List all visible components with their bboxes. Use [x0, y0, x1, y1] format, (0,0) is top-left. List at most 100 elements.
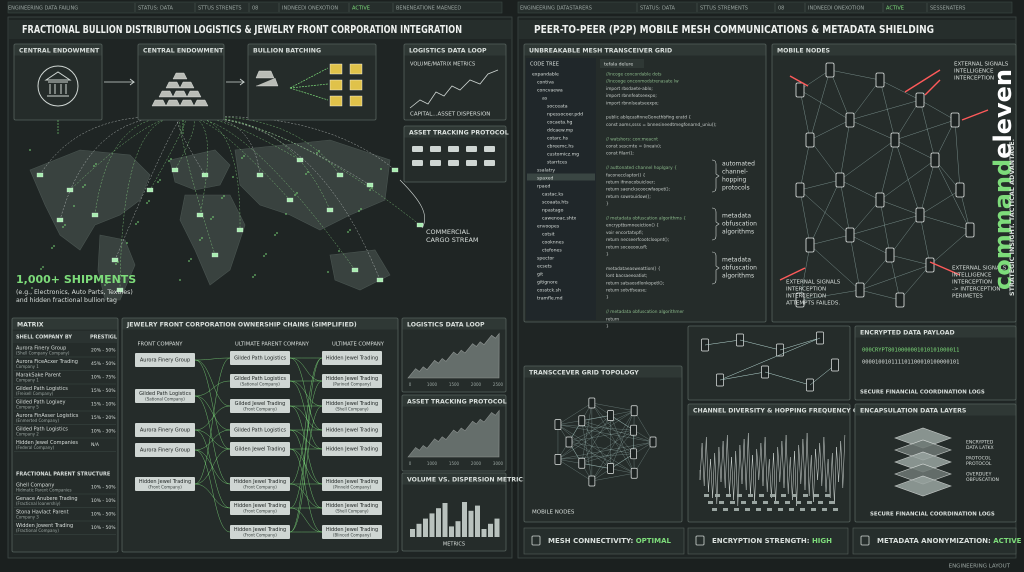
gold-bar: [172, 72, 188, 80]
mesh-link: [557, 441, 654, 460]
batch-bars: [255, 70, 279, 87]
gold-bar: [165, 99, 181, 107]
company-name: Hidden Jewel Trading: [326, 447, 378, 453]
company-name: Gilded Path Logistics: [16, 386, 68, 392]
code-annotation: obfuscation: [722, 265, 757, 272]
container-icon: [256, 172, 264, 178]
cargo-route: [182, 116, 241, 231]
layers-caption: SECURE FINANCIAL COORDINATION LOGS: [870, 512, 995, 518]
bar: [442, 503, 448, 537]
phone-node: [915, 92, 925, 108]
status-bar: [517, 1, 1013, 14]
axis-label: METRICS: [443, 542, 465, 548]
stake-range: 45% - 50%: [91, 361, 116, 367]
phone-node: [890, 132, 900, 148]
hop-block: [774, 501, 779, 504]
alert-label: INTELLIGENCE: [954, 69, 994, 75]
continent: [169, 149, 231, 191]
mesh-link: [568, 410, 635, 443]
ownership-link: [194, 429, 231, 450]
map-dot: [294, 194, 296, 196]
mesh-link: [829, 69, 851, 121]
mesh-link: [894, 139, 936, 161]
status-part: ACTIVE: [993, 537, 1021, 545]
hop-block: [814, 494, 819, 497]
code-line: // auttonated channel hoplgary {: [606, 165, 677, 171]
tick-label: 1000: [427, 382, 438, 387]
code-line: return saenckscoocwfaopet();: [606, 187, 670, 193]
panel-title: ENCAPSULATION DATA LAYERS: [860, 408, 966, 415]
mesh-link: [809, 119, 851, 141]
phone-node: [630, 467, 638, 479]
panel-title: CENTRAL ENDOWMENT: [143, 48, 224, 55]
map-dot: [296, 192, 298, 194]
area-chart: [407, 409, 500, 458]
status-text: SESSENATERS: [930, 6, 965, 12]
batch-arrow: [289, 83, 329, 89]
continent: [29, 149, 151, 251]
status-bar: [7, 1, 503, 14]
hop-block: [800, 508, 805, 511]
mesh-link: [704, 339, 741, 346]
company-type: (Pinneld Company): [333, 485, 371, 490]
bank-icon: [37, 65, 79, 107]
map-dot: [347, 231, 349, 233]
tree-item: cotarc.hs: [547, 136, 569, 142]
mesh-link: [839, 179, 851, 236]
panel-title: LOGISTICS DATA LOOP: [407, 322, 485, 329]
map-dot: [157, 181, 159, 183]
cargo-route: [59, 116, 184, 221]
truck-icon: [430, 160, 441, 166]
status-text: MESH CONNECTIVITY: OPTIMAL: [548, 537, 672, 545]
mesh-link: [557, 424, 634, 431]
mesh-link: [610, 415, 634, 431]
container-icon: [391, 167, 399, 173]
map-dot: [318, 150, 320, 152]
company-type: Company 1: [16, 364, 39, 369]
bar: [455, 521, 461, 537]
truck-icon: [448, 146, 459, 152]
ownership-link: [289, 405, 323, 533]
company-node: [135, 477, 195, 491]
company-name: Hidden Jewel Trading: [326, 376, 378, 382]
panel-title: VOLUME VS. DISPERSION METRICS: [407, 477, 528, 484]
interception-arrow: [904, 69, 941, 93]
code-annotation: algorithms: [722, 229, 754, 236]
alert-label: EXTERNAL SIGNALS: [786, 280, 841, 286]
code-brace: [711, 159, 720, 193]
mesh-link: [557, 424, 611, 469]
cargo-route: [149, 116, 187, 191]
mesh-link: [581, 420, 593, 482]
map-dot: [104, 284, 106, 286]
ownership-link: [194, 483, 231, 509]
ownership-link: [289, 380, 323, 450]
interception-arrow: [961, 109, 989, 121]
panel-header: [248, 44, 376, 56]
map-dot: [53, 245, 55, 247]
map-dot: [117, 261, 119, 263]
mesh-link: [934, 159, 971, 231]
hop-block: [789, 508, 794, 511]
phone-node: [950, 112, 960, 128]
company-node: [230, 399, 290, 413]
truck-icon: [466, 160, 477, 166]
binary-row: 000CRYPT8010000001010101000011: [862, 348, 959, 354]
company-type: (Front Company): [243, 485, 277, 490]
code-annotation: protocols: [722, 185, 750, 192]
tree-item: spector: [537, 256, 554, 262]
phone-node: [875, 192, 885, 208]
map-dot: [371, 187, 373, 189]
company-name: Aurora Finery Group: [140, 448, 190, 454]
map-dot: [243, 155, 245, 157]
tree-item: cotsit: [542, 232, 555, 238]
map-dot: [188, 260, 190, 262]
mesh-link: [879, 199, 921, 216]
map-dot: [62, 226, 64, 228]
code-line: }: [606, 252, 609, 258]
tree-item: as: [542, 97, 548, 102]
tree-item: npastago: [542, 208, 564, 214]
mesh-link: [739, 339, 781, 351]
map-dot: [179, 279, 181, 281]
ownership-link: [289, 507, 323, 533]
mesh-link: [568, 441, 635, 474]
